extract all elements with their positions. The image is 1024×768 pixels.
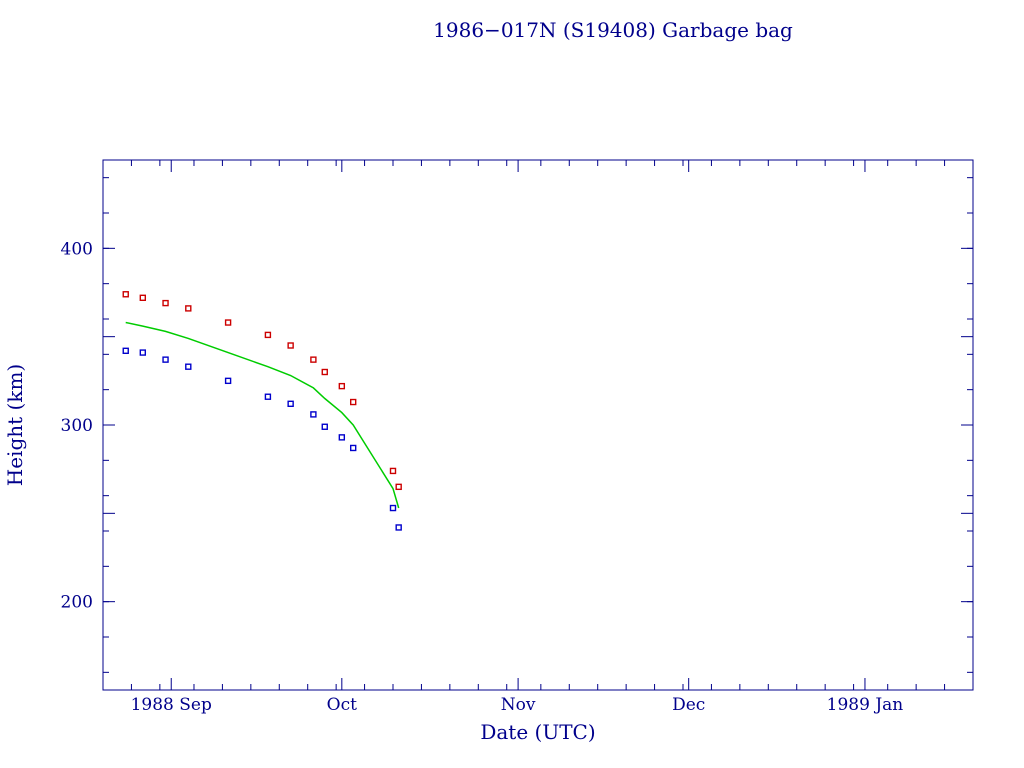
data-point-apogee — [310, 356, 317, 363]
x-tick-label: Oct — [327, 695, 357, 715]
data-point-apogee — [321, 368, 328, 376]
plot-area: 200 300 400 1988 Sep Oct Nov Dec 1989 Jan — [61, 159, 974, 715]
data-point-perigee — [122, 347, 129, 354]
data-point-apogee — [395, 483, 402, 491]
x-tick-label: 1989 Jan — [827, 695, 904, 715]
series-line-mean — [125, 321, 400, 509]
data-point-perigee — [264, 393, 272, 400]
data-point-perigee — [389, 504, 397, 512]
y-tick-label: 300 — [61, 416, 93, 436]
data-point-perigee — [185, 363, 192, 370]
data-point-perigee — [139, 349, 147, 356]
data-point-perigee — [287, 400, 294, 407]
data-point-apogee — [224, 319, 232, 326]
x-tick-label: 1988 Sep — [131, 695, 212, 715]
plot-frame — [102, 159, 974, 691]
data-point-apogee — [264, 331, 272, 339]
data-point-perigee — [162, 356, 169, 363]
data-point-perigee — [349, 444, 357, 452]
y-tick-label: 400 — [61, 239, 93, 259]
data-point-apogee — [139, 294, 147, 301]
x-tick-label: Nov — [501, 695, 536, 715]
data-point-apogee — [287, 342, 294, 349]
data-point-apogee — [389, 467, 397, 475]
data-point-perigee — [321, 423, 328, 430]
chart-title: 1986−017N (S19408) Garbage bag — [433, 18, 793, 42]
y-axis-label: Height (km) — [3, 364, 27, 486]
data-point-perigee — [310, 411, 317, 418]
data-point-apogee — [338, 382, 346, 390]
data-point-perigee — [224, 377, 232, 385]
x-tick-label: Dec — [672, 695, 705, 715]
x-axis-label: Date (UTC) — [480, 720, 595, 744]
data-point-apogee — [122, 291, 129, 298]
data-point-apogee — [162, 299, 169, 307]
y-tick-label: 200 — [61, 593, 93, 613]
data-point-apogee — [349, 398, 357, 406]
data-point-perigee — [395, 524, 402, 531]
data-point-apogee — [185, 305, 192, 312]
data-point-perigee — [338, 434, 346, 441]
